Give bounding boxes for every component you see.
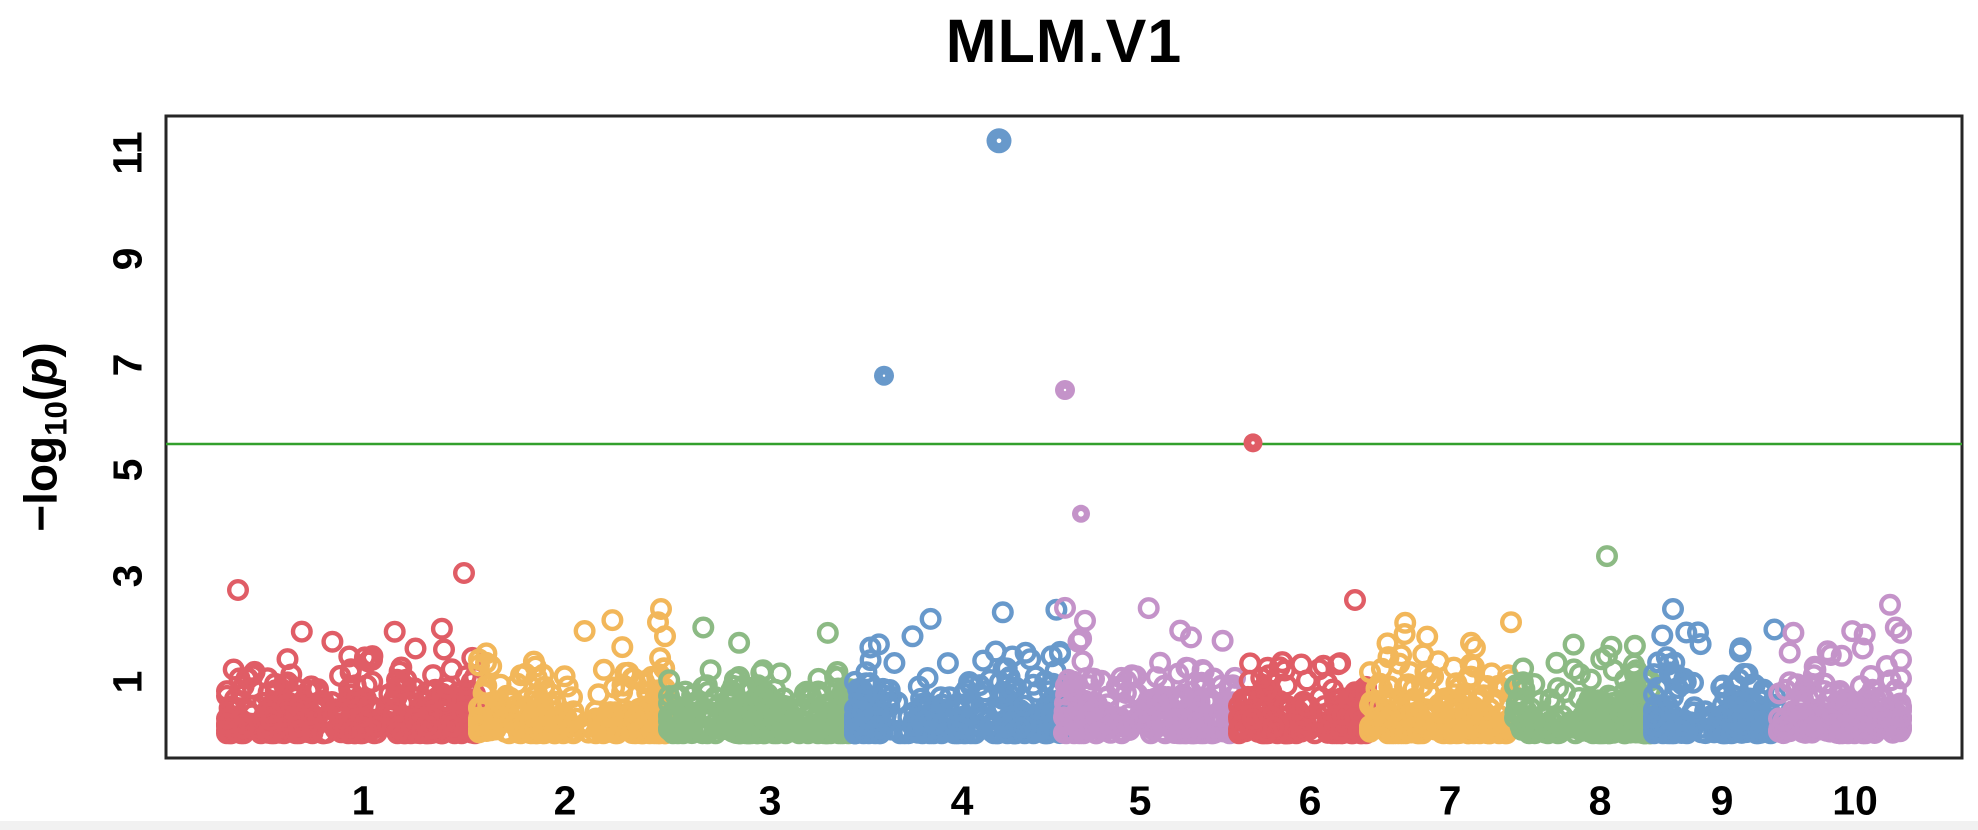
- x-tick-label: 4: [950, 777, 974, 824]
- x-tick-label: 10: [1832, 777, 1878, 824]
- x-tick-label: 9: [1710, 777, 1734, 824]
- x-tick-label: 7: [1438, 777, 1462, 824]
- x-tick-label: 5: [1128, 777, 1152, 824]
- x-tick-label: 2: [553, 777, 577, 824]
- x-tick-label: 6: [1298, 777, 1322, 824]
- significant-snp-points: [874, 128, 1263, 523]
- window-bottom-strip: [0, 821, 1978, 830]
- x-tick-label: 3: [758, 777, 782, 824]
- x-tick-label: 1: [351, 777, 375, 824]
- snp-points: [215, 545, 1912, 745]
- chart-title: MLM.V1: [166, 6, 1962, 76]
- x-tick-label: 8: [1588, 777, 1612, 824]
- chart-title-text: MLM.V1: [945, 7, 1183, 75]
